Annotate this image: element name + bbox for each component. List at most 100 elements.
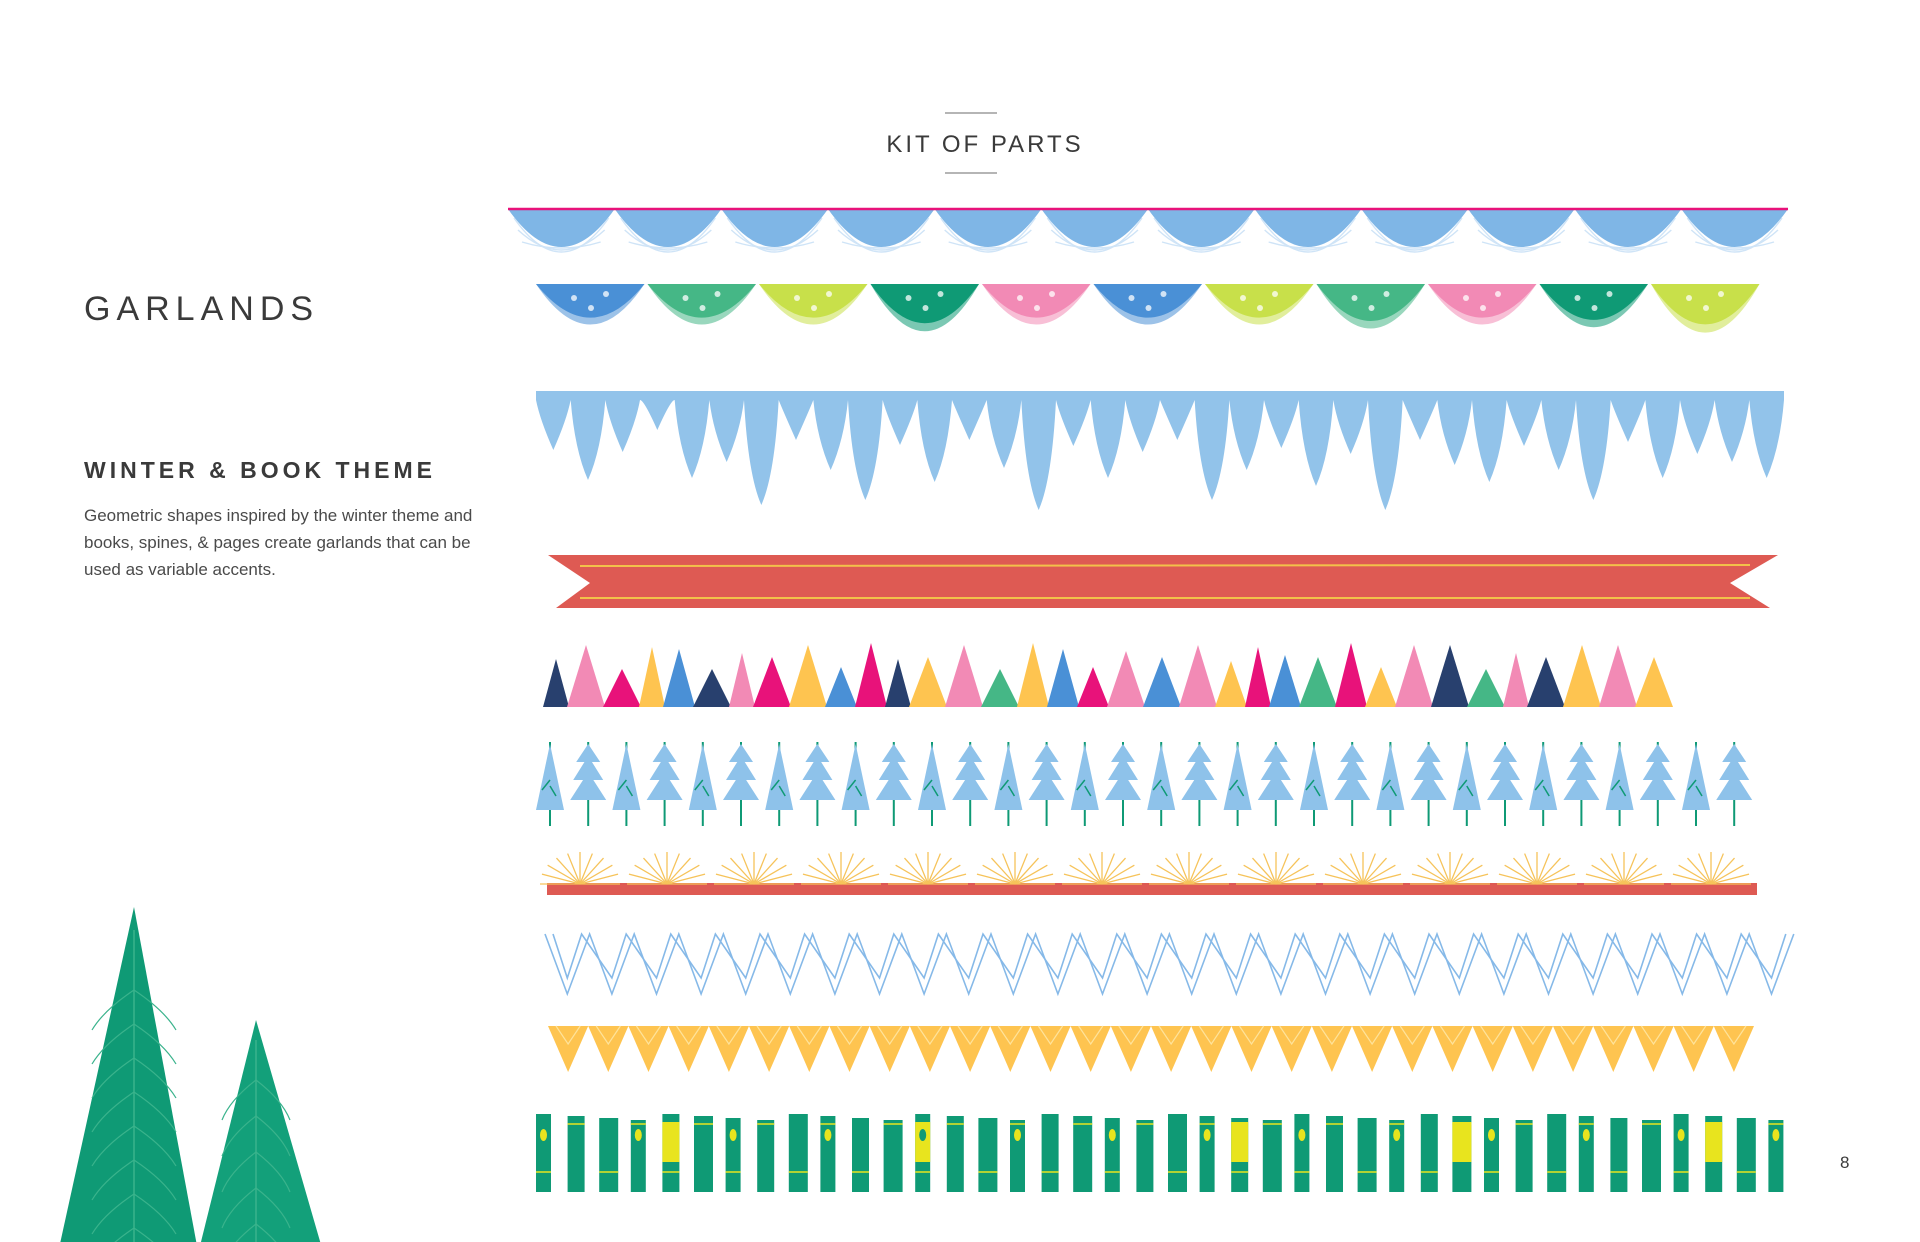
pine-tree-icon — [1563, 744, 1600, 800]
pine-branch — [617, 779, 634, 797]
triangle-icon — [1143, 657, 1181, 707]
tree-vein — [133, 1159, 177, 1201]
book-label — [1452, 1122, 1472, 1162]
triangle-down-icon — [1231, 1026, 1272, 1072]
triangle-icon — [981, 669, 1019, 707]
scallop-line — [513, 217, 610, 253]
sunburst-icon — [1165, 857, 1190, 885]
sunburst-icon — [927, 873, 967, 885]
book-emblem — [824, 1129, 832, 1141]
sunburst-icon — [579, 873, 619, 885]
tree-vein — [133, 1227, 154, 1242]
sunburst-icon — [1623, 857, 1648, 885]
pine-tree-icon — [1223, 744, 1252, 810]
pine-tree-icon — [1410, 744, 1447, 800]
sunburst-icon — [1362, 853, 1376, 885]
sunburst-icon — [1002, 853, 1016, 885]
triangle-icon — [1269, 655, 1301, 707]
triangle-down-icon — [708, 1026, 749, 1072]
triangle-crease — [1078, 1025, 1104, 1046]
triangle-pennants-garland — [543, 643, 1673, 707]
tree-vein — [91, 1193, 135, 1235]
triangle-down-icon — [668, 1026, 709, 1072]
scallop-line — [1055, 241, 1135, 249]
bunting-dot — [1240, 295, 1246, 301]
sunburst-icon — [1101, 864, 1135, 885]
book-emblem — [1298, 1129, 1306, 1141]
triangle-icon — [1503, 653, 1529, 707]
tree-vein — [255, 1151, 291, 1193]
book-spine-icon — [1294, 1114, 1310, 1192]
scallop-line — [521, 241, 601, 249]
triangle-icon — [1599, 645, 1637, 707]
pine-tree-icon — [536, 744, 564, 810]
sunburst-icon — [1600, 857, 1625, 885]
triangle-crease — [1037, 1025, 1064, 1046]
book-spine-icon — [1262, 1120, 1282, 1192]
bunting-dot — [1351, 295, 1358, 301]
book-spine-icon — [599, 1118, 619, 1192]
theme-subtitle: WINTER & BOOK THEME — [84, 457, 436, 483]
triangle-icon — [1395, 645, 1433, 707]
sunburst-icon — [567, 853, 581, 885]
scallop-line — [517, 229, 606, 251]
scallop-line — [1580, 217, 1676, 253]
book-spine-icon — [1578, 1116, 1594, 1192]
sunburst-icon — [1687, 857, 1712, 885]
sunburst-icon — [1536, 853, 1550, 885]
triangle-down-icon — [1311, 1026, 1352, 1072]
tree-vein — [133, 989, 177, 1031]
sunburst-icon — [1263, 853, 1277, 885]
book-label — [662, 1122, 680, 1162]
icicle-icon — [536, 391, 1784, 510]
book-emblem — [1582, 1129, 1590, 1141]
triangle-icon — [543, 659, 569, 707]
book-spine-icon — [1041, 1114, 1059, 1192]
sunburst-icon — [1449, 857, 1474, 885]
scallop-line — [1268, 241, 1348, 249]
sunburst-icon — [840, 853, 854, 885]
book-spine-icon — [1610, 1118, 1628, 1192]
triangle-down-icon — [1593, 1026, 1634, 1072]
scalloped-drape-garland — [508, 207, 1788, 253]
pine-tree-icon — [688, 744, 717, 810]
sunburst-icon — [730, 857, 755, 885]
triangle-crease — [1439, 1025, 1466, 1046]
sunburst-icon — [579, 853, 593, 885]
sunburst-icon — [1417, 864, 1451, 885]
sunburst-icon — [721, 864, 755, 885]
sunburst-icon — [741, 853, 755, 885]
pine-tree-icon — [1028, 744, 1065, 800]
sunburst-icon — [643, 857, 668, 885]
scallop-line — [726, 217, 823, 253]
tree-vein — [255, 1187, 291, 1229]
triangle-down-icon — [1110, 1026, 1151, 1072]
sunburst-icon — [753, 853, 767, 885]
triangle-down-icon — [950, 1026, 991, 1072]
book-label — [1231, 1122, 1249, 1162]
triangle-icon — [885, 659, 911, 707]
book-spine-icon — [725, 1118, 741, 1192]
book-spine-icon — [1768, 1120, 1784, 1192]
page-number: 8 — [1840, 1153, 1850, 1172]
triangle-icon — [1047, 649, 1079, 707]
sunburst-icon — [1156, 864, 1190, 885]
pine-branch — [923, 779, 939, 797]
book-emblem — [1108, 1129, 1116, 1141]
bunting-dot — [714, 291, 721, 297]
sunburst-icon — [915, 853, 929, 885]
pine-tree-icon — [765, 744, 794, 810]
bunting-dot — [1606, 291, 1613, 297]
bunting-flag — [1316, 284, 1425, 321]
triangle-icon — [1107, 651, 1145, 707]
bunting-dot — [1160, 291, 1167, 297]
triangle-crease — [635, 1025, 662, 1046]
scallop-line — [833, 217, 930, 253]
sunburst-icon — [1411, 873, 1451, 885]
scallop-drape-icon — [1361, 209, 1468, 247]
bunting-dot — [1383, 291, 1390, 297]
triangle-icon — [855, 643, 887, 707]
bunting-dot — [699, 305, 706, 311]
book-spine-icon — [694, 1116, 713, 1192]
triangle-icon — [1299, 657, 1337, 707]
